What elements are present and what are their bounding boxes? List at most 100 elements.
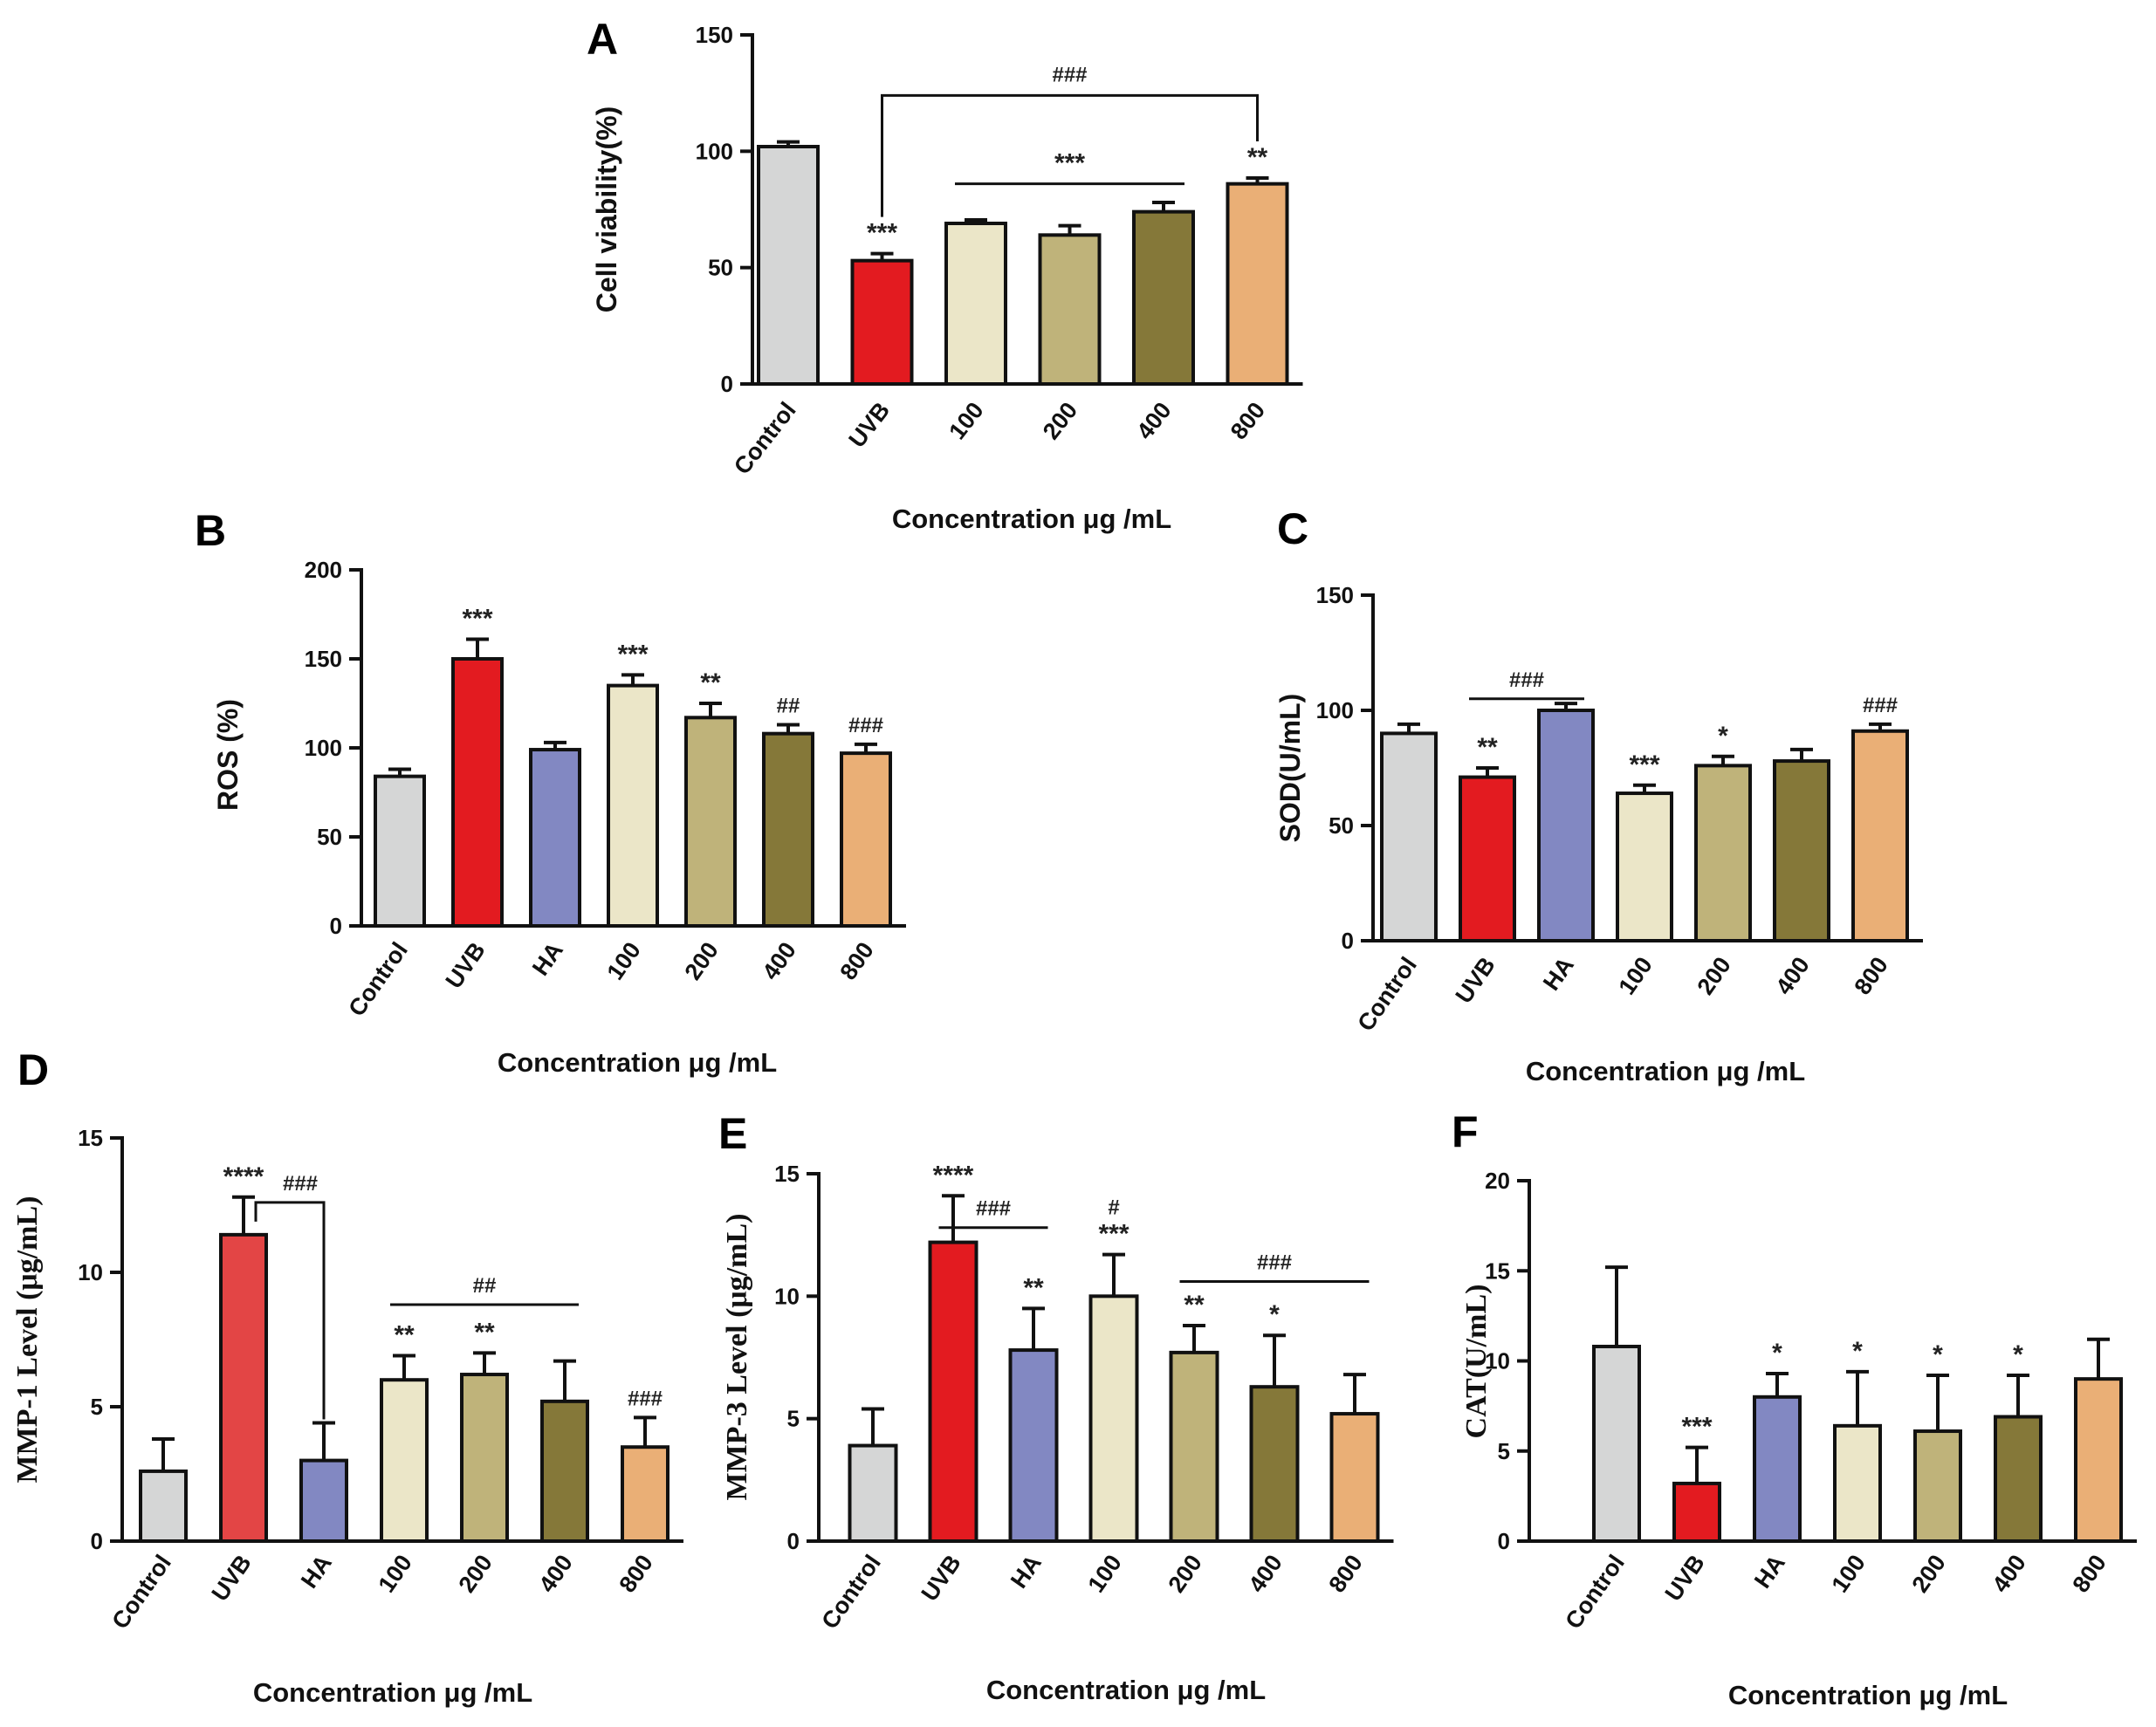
y-tick-label: 10	[78, 1259, 103, 1285]
y-axis-title: CAT(U/mL)	[1460, 1285, 1493, 1439]
y-tick-label: 0	[721, 371, 733, 397]
x-tick-label: 800	[1849, 952, 1892, 999]
y-tick-label: 50	[317, 824, 342, 850]
significance-marker: *	[1269, 1300, 1280, 1329]
bracket-label: ***	[1054, 149, 1085, 178]
bar-200	[460, 1373, 509, 1544]
x-tick-label: 200	[1163, 1550, 1206, 1597]
bar-800	[2074, 1377, 2123, 1544]
x-tick-label: 800	[2067, 1550, 2111, 1597]
x-tick-label: 100	[1613, 952, 1657, 999]
bar-100	[944, 222, 1007, 386]
x-tick-label: 400	[757, 937, 800, 984]
error-bar	[942, 1194, 965, 1243]
error-bar	[1605, 1265, 1628, 1347]
error-bar	[1152, 201, 1175, 212]
x-axis-title: Concentration μg /mL	[498, 1047, 777, 1078]
bar-uvb	[1459, 775, 1516, 942]
y-tick-label: 150	[1316, 582, 1354, 608]
x-tick-label: Control	[1560, 1550, 1630, 1634]
panel-letter: F	[1452, 1107, 1479, 1156]
y-tick-label: 15	[774, 1161, 800, 1187]
significance-marker: ***	[867, 219, 897, 248]
significance-marker: *	[2013, 1340, 2023, 1369]
x-tick-label: UVB	[917, 1550, 966, 1606]
y-tick-label: 15	[1485, 1258, 1510, 1284]
x-tick-label: UVB	[1660, 1550, 1710, 1606]
significance-marker: ###	[1863, 694, 1898, 717]
panel-letter: A	[587, 15, 618, 64]
x-tick-label: 800	[834, 937, 878, 984]
bracket-label: ##	[473, 1274, 497, 1298]
y-tick-label: 0	[1498, 1528, 1510, 1554]
x-tick-label: 800	[1323, 1550, 1367, 1597]
y-tick-label: 50	[708, 255, 733, 281]
bar-control	[1380, 731, 1438, 943]
error-bar	[544, 740, 566, 750]
significance-marker: ##	[777, 694, 800, 717]
significance-marker: *	[1852, 1337, 1863, 1366]
y-tick-label: 50	[1329, 812, 1354, 839]
error-bar	[1183, 1324, 1205, 1353]
bracket-label: ###	[1509, 668, 1544, 692]
bar-800	[1329, 1412, 1380, 1544]
error-bar	[1926, 1374, 1949, 1432]
y-axis-title: Cell viability(%)	[591, 106, 622, 313]
bar-400	[762, 731, 814, 928]
error-bar	[232, 1195, 255, 1235]
x-tick-label: Control	[1352, 952, 1422, 1036]
x-tick-label: HA	[1749, 1550, 1790, 1593]
x-tick-label: 400	[1987, 1550, 2030, 1597]
x-tick-label: 200	[1692, 952, 1735, 999]
y-tick-label: 150	[696, 22, 733, 48]
bracket-label: ###	[1257, 1251, 1292, 1274]
bar-400	[1132, 209, 1195, 386]
x-tick-label: 100	[601, 937, 645, 984]
significance-marker: ***	[1681, 1413, 1712, 1442]
y-tick-label: 100	[696, 138, 733, 164]
x-tick-label: Control	[106, 1550, 176, 1634]
error-bar	[1686, 1445, 1708, 1484]
x-tick-label: 100	[944, 397, 988, 444]
y-tick-label: 100	[305, 735, 342, 761]
error-bar	[2087, 1337, 2110, 1380]
significance-marker: *	[1718, 722, 1728, 750]
y-tick-label: 100	[1316, 697, 1354, 723]
x-tick-label: UVB	[1451, 952, 1500, 1008]
x-tick-label: 400	[1243, 1550, 1287, 1597]
y-tick-label: 150	[305, 646, 342, 672]
x-tick-label: HA	[1006, 1550, 1047, 1593]
bar-200	[1694, 764, 1752, 942]
error-bar	[1343, 1373, 1366, 1415]
x-tick-label: 400	[1770, 952, 1814, 999]
bar-400	[1994, 1415, 2043, 1544]
significance-marker: ****	[223, 1162, 264, 1191]
significance-bracket	[881, 93, 1259, 217]
y-tick-label: 5	[91, 1394, 103, 1420]
y-axis-title: SOD(U/mL)	[1274, 694, 1306, 843]
significance-marker: **	[700, 668, 721, 697]
bracket-label: ###	[1052, 63, 1087, 86]
bar-uvb	[850, 258, 914, 386]
bar-100	[380, 1378, 429, 1543]
panel-letter: C	[1277, 504, 1308, 553]
y-tick-label: 0	[787, 1528, 800, 1554]
error-bar	[393, 1354, 415, 1381]
bar-100	[1088, 1294, 1139, 1544]
y-tick-label: 15	[78, 1125, 103, 1151]
significance-marker: ***	[1098, 1220, 1129, 1249]
bar-uvb	[1672, 1481, 1721, 1544]
panel-letter: D	[17, 1045, 49, 1094]
x-tick-label: 200	[1906, 1550, 1950, 1597]
y-axis-title: MMP-3 Level (μg/mL)	[721, 1214, 753, 1501]
bar-ha	[1753, 1395, 1802, 1544]
significance-marker: ***	[462, 605, 492, 634]
bar-control	[1592, 1344, 1641, 1543]
error-bar	[1846, 1369, 1869, 1426]
error-bar	[1476, 766, 1499, 778]
significance-marker: *	[1772, 1339, 1782, 1367]
